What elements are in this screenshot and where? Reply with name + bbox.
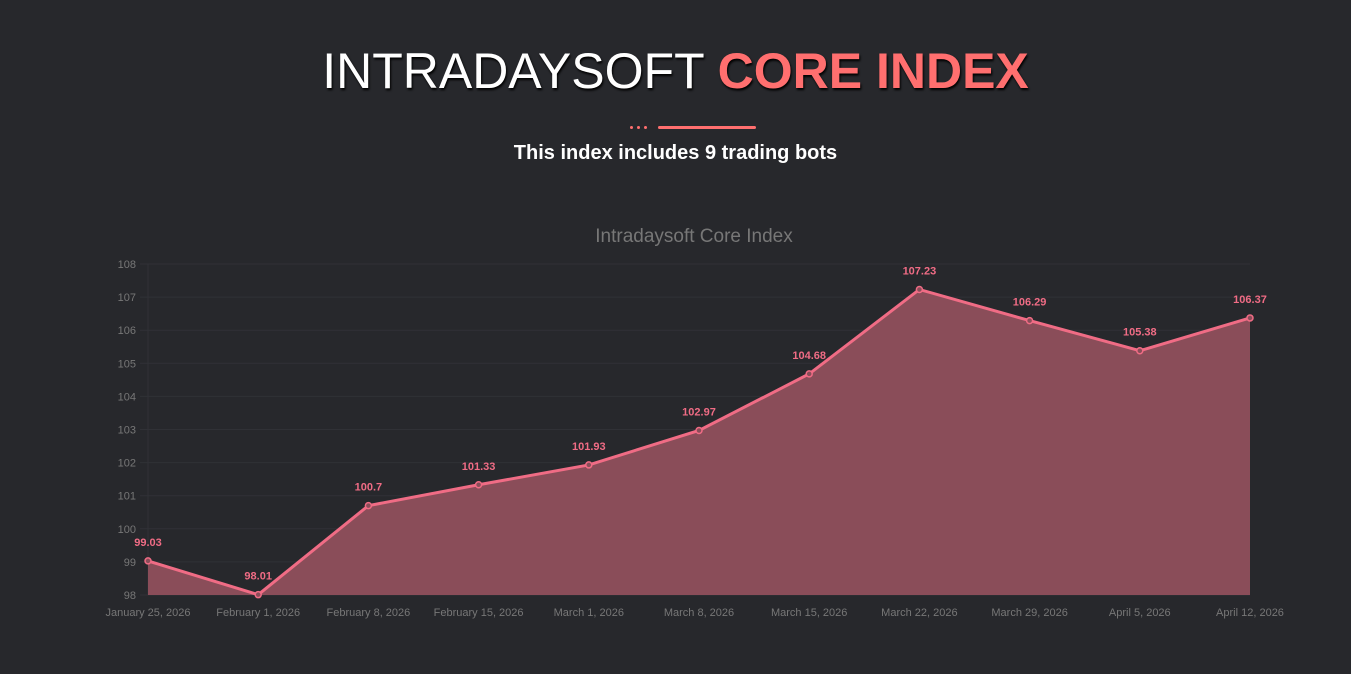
chart-title: Intradaysoft Core Index — [595, 226, 793, 247]
data-point — [585, 461, 593, 469]
title-highlight: CORE INDEX — [717, 43, 1029, 99]
data-label: 101.93 — [572, 441, 606, 453]
y-tick-label: 99 — [124, 557, 136, 569]
y-tick-label: 103 — [118, 425, 136, 437]
x-tick-label: March 8, 2026 — [664, 607, 734, 619]
subtitle: This index includes 9 trading bots — [513, 142, 838, 164]
y-tick-label: 107 — [118, 292, 136, 304]
x-tick-label: February 8, 2026 — [327, 607, 411, 619]
data-label: 106.29 — [1013, 297, 1047, 309]
x-tick-label: January 25, 2026 — [105, 607, 190, 619]
x-tick-label: April 12, 2026 — [1216, 607, 1284, 619]
y-tick-label: 105 — [118, 358, 136, 370]
data-label: 101.33 — [462, 461, 496, 473]
y-tick-label: 102 — [118, 458, 136, 470]
data-point — [474, 481, 483, 489]
y-tick-label: 98 — [124, 590, 136, 602]
data-label: 106.37 — [1233, 294, 1267, 306]
x-tick-label: March 22, 2026 — [881, 607, 957, 619]
data-point — [695, 426, 703, 435]
data-point — [1025, 316, 1034, 325]
data-point — [1246, 314, 1254, 322]
y-tick-label: 106 — [118, 325, 136, 337]
data-label: 104.68 — [792, 350, 826, 362]
divider — [630, 126, 760, 130]
data-point — [805, 370, 813, 378]
x-tick-label: March 15, 2026 — [771, 607, 847, 619]
data-label: 100.7 — [355, 482, 383, 494]
data-point — [364, 501, 373, 510]
area-fill — [148, 289, 1250, 595]
x-tick-label: February 15, 2026 — [434, 607, 524, 619]
x-tick-label: April 5, 2026 — [1109, 607, 1171, 619]
x-tick-label: February 1, 2026 — [216, 607, 300, 619]
data-point — [1136, 346, 1144, 355]
data-label: 107.23 — [903, 265, 937, 277]
data-label: 98.01 — [244, 571, 272, 583]
data-label: 99.03 — [134, 537, 162, 549]
y-tick-label: 100 — [118, 524, 136, 536]
data-point — [915, 285, 924, 294]
data-label: 105.38 — [1123, 327, 1157, 339]
y-tick-label: 108 — [118, 259, 136, 271]
data-point — [254, 590, 262, 599]
page-title: INTRADAYSOFT CORE INDEX — [0, 42, 1351, 100]
data-label: 102.97 — [682, 406, 716, 418]
y-tick-label: 104 — [118, 391, 136, 403]
x-tick-label: March 29, 2026 — [991, 607, 1067, 619]
data-point — [144, 557, 152, 565]
x-tick-label: March 1, 2026 — [554, 607, 624, 619]
title-plain: INTRADAYSOFT — [322, 43, 704, 99]
y-tick-label: 101 — [118, 491, 136, 503]
